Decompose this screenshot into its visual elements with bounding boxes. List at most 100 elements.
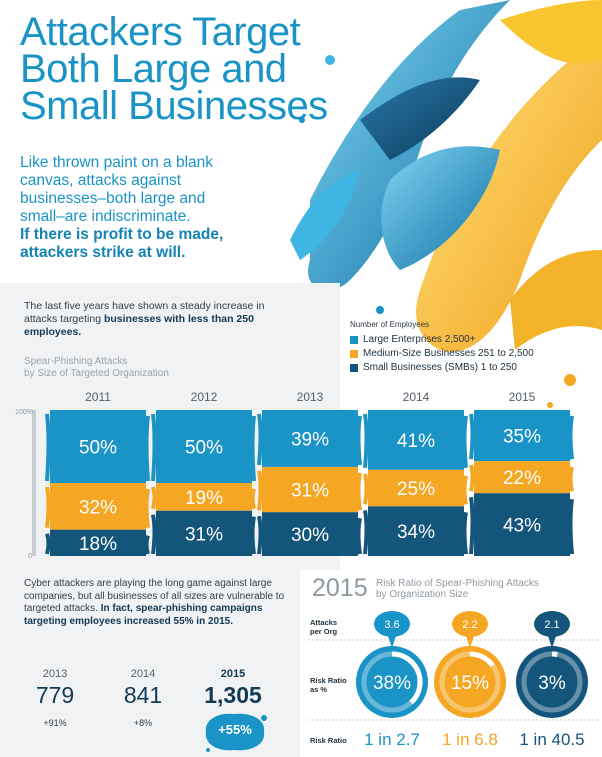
data-label: 35% bbox=[503, 427, 541, 448]
data-label: 39% bbox=[291, 429, 329, 450]
intro-line: small–are indiscriminate. bbox=[20, 208, 191, 225]
data-label: 19% bbox=[185, 488, 223, 509]
stat-value: 1,305 bbox=[204, 682, 262, 708]
bar-segment bbox=[262, 410, 358, 467]
bar-edge bbox=[469, 413, 475, 460]
bar-edge bbox=[356, 517, 362, 555]
x-tick-label: 2015 bbox=[509, 390, 536, 404]
x-tick-label: 2012 bbox=[191, 390, 218, 404]
attacks-blob-drip bbox=[548, 636, 556, 648]
risk-circle bbox=[356, 646, 428, 718]
risk-title-line: by Organization Size bbox=[376, 589, 469, 600]
bar-edge bbox=[356, 415, 362, 466]
y-tick-label: 0 bbox=[28, 553, 32, 560]
intro-line: Like thrown paint on a blank bbox=[20, 154, 214, 171]
title-line: Attackers Target bbox=[20, 10, 301, 54]
bar-segment bbox=[474, 461, 570, 494]
bar-edge bbox=[469, 464, 475, 492]
bar-segment bbox=[368, 469, 464, 507]
intro-strong-line: attackers strike at will. bbox=[20, 244, 186, 261]
legend-label: Large Enterprises 2,500+ bbox=[363, 334, 476, 345]
attacks-value: 2.2 bbox=[462, 619, 477, 631]
title-line: Small Businesses bbox=[20, 84, 328, 128]
stat-change: +91% bbox=[43, 718, 67, 728]
row-label-attacks: Attacks per Org bbox=[310, 618, 337, 636]
bar-segment bbox=[50, 410, 146, 483]
stat-value: 841 bbox=[123, 682, 163, 708]
growth-text: Cyber attackers are playing the long gam… bbox=[24, 578, 285, 614]
bar-edge bbox=[257, 413, 263, 466]
bar-edge bbox=[151, 514, 157, 555]
intro-line: businesses–both large and bbox=[20, 190, 206, 207]
attacks-value: 2.1 bbox=[544, 619, 559, 631]
bar-segment bbox=[474, 410, 570, 462]
risk-percent: 38% bbox=[373, 673, 411, 694]
bar-edge bbox=[568, 498, 574, 555]
risk-ratio-graphic: 3.6 38% 2.2 15% 2.1 3% bbox=[308, 611, 600, 721]
page-title: Attackers Target Both Large and Small Bu… bbox=[20, 10, 340, 128]
bar-edge bbox=[462, 415, 468, 469]
bar-edge bbox=[250, 516, 256, 555]
data-label: 34% bbox=[397, 522, 435, 543]
lead-paragraph: The last five years have shown a steady … bbox=[24, 300, 274, 339]
data-label: 31% bbox=[185, 524, 223, 545]
attacks-value: 3.6 bbox=[384, 619, 399, 631]
bar-edge bbox=[257, 470, 263, 511]
legend-item-small: Small Businesses (SMBs) 1 to 250 bbox=[350, 361, 590, 375]
bar-edge bbox=[257, 515, 263, 555]
lead-text: The last five years have shown a steady … bbox=[24, 300, 265, 325]
x-tick-label: 2011 bbox=[85, 390, 111, 404]
bar-segment bbox=[262, 512, 358, 556]
risk-ring-fill bbox=[439, 651, 501, 713]
chart-title-line: Spear-Phishing Attacks bbox=[24, 356, 128, 367]
bar-edge bbox=[144, 415, 150, 482]
risk-ratio-small: 1 in 40.5 bbox=[519, 730, 585, 749]
risk-year: 2015 bbox=[312, 574, 368, 602]
data-label: 50% bbox=[79, 438, 117, 459]
data-label: 30% bbox=[291, 525, 329, 546]
attacks-blob-drip bbox=[388, 636, 396, 648]
y-tick-label: 100% bbox=[15, 409, 33, 416]
legend-label: Medium-Size Businesses 251 to 2,500 bbox=[363, 348, 534, 359]
bar-edge bbox=[469, 496, 475, 555]
risk-title: Risk Ratio of Spear-Phishing Attacks by … bbox=[376, 578, 576, 600]
chart-legend: Number of Employees Large Enterprises 2,… bbox=[350, 320, 590, 375]
risk-ring-fill bbox=[361, 651, 423, 713]
bar-segment bbox=[156, 510, 252, 556]
stat-change: +8% bbox=[133, 718, 153, 728]
paint-blob-decoration bbox=[205, 713, 267, 752]
stat-year: 2013 bbox=[42, 668, 68, 680]
lead-strong: businesses with less than 250 employees. bbox=[24, 313, 254, 338]
bar-segment bbox=[262, 466, 358, 513]
bar-edge bbox=[462, 475, 468, 505]
bar-edge bbox=[363, 510, 369, 555]
bar-edge bbox=[144, 535, 150, 555]
growth-strong: In fact, spear-phishing campaigns target… bbox=[24, 603, 263, 627]
intro-strong-line: If there is profit to be made, bbox=[20, 226, 224, 243]
chart-title: Spear-Phishing Attacks by Size of Target… bbox=[24, 356, 224, 380]
risk-ratio-medium: 1 in 6.8 bbox=[442, 730, 498, 749]
legend-swatch bbox=[350, 364, 358, 372]
data-label: 31% bbox=[291, 481, 329, 502]
intro-line: canvas, attacks against bbox=[20, 172, 182, 189]
legend-label: Small Businesses (SMBs) 1 to 250 bbox=[363, 362, 517, 373]
bar-segment bbox=[156, 410, 252, 483]
attacks-blob bbox=[374, 611, 410, 637]
bar-edge bbox=[462, 512, 468, 555]
bar-edge bbox=[151, 413, 157, 482]
risk-percent: 3% bbox=[538, 673, 566, 694]
paint-splash-illustration bbox=[290, 0, 602, 408]
stat-year: 2015 bbox=[220, 668, 246, 680]
row-label-line: Risk Ratio bbox=[310, 676, 347, 685]
attacks-blob-drip bbox=[466, 636, 474, 648]
bar-edge bbox=[568, 415, 574, 460]
bar-edge bbox=[45, 533, 51, 555]
bar-edge bbox=[144, 488, 150, 528]
bar-segment bbox=[368, 506, 464, 556]
stat-value: 779 bbox=[35, 682, 75, 708]
bar-segment bbox=[156, 483, 252, 511]
legend-title: Number of Employees bbox=[350, 320, 430, 329]
data-label: 18% bbox=[79, 534, 117, 555]
bar-segment bbox=[50, 529, 146, 556]
risk-circle bbox=[516, 646, 588, 718]
